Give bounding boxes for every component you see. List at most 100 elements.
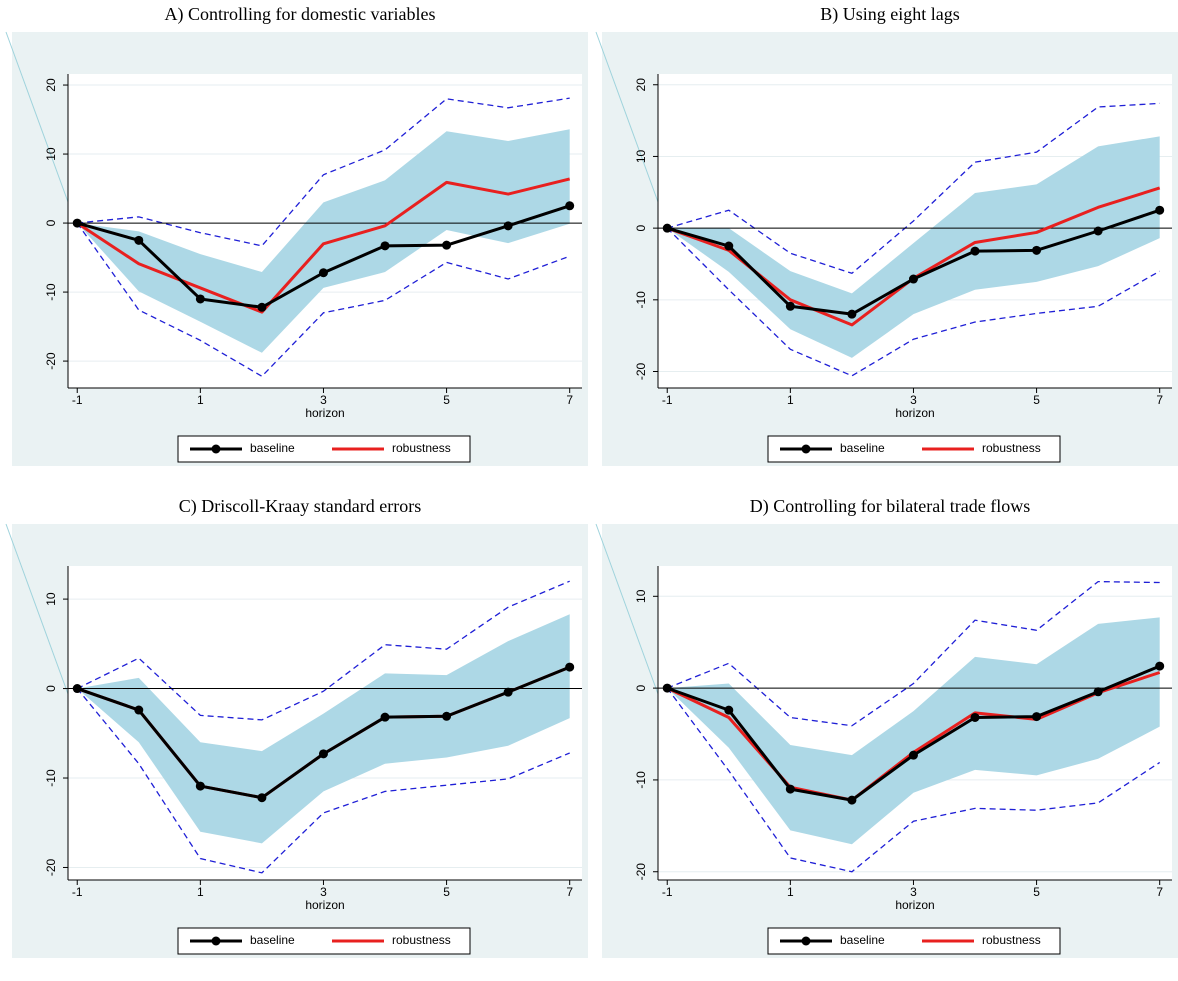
x-tick-label: 1: [787, 885, 794, 899]
series-marker: [318, 268, 328, 278]
series-marker: [970, 246, 980, 256]
y-tick-label: 20: [634, 78, 648, 92]
x-tick-label: 1: [197, 885, 204, 899]
bound-line: [667, 102, 1160, 275]
x-tick-label: 7: [566, 885, 573, 899]
y-tick-label: -10: [44, 769, 58, 787]
x-tick-label: 7: [566, 393, 573, 407]
series-marker: [785, 301, 795, 311]
x-tick-label: 7: [1156, 885, 1163, 899]
x-tick-label: 5: [443, 885, 450, 899]
legend-label: robustness: [392, 441, 451, 455]
series-marker: [565, 201, 575, 211]
panel: -20 -10 0 10 -1 1 3 5 7 horizon baseline robustness: [5, 523, 588, 958]
panel: -20 -10 0 10 20 -1 1 3 5 7 horizon baseline robustne…: [595, 31, 1178, 466]
series-marker: [1093, 226, 1103, 236]
y-tick-label: 20: [44, 78, 58, 92]
x-axis-title: horizon: [895, 898, 934, 912]
series-marker: [785, 784, 795, 794]
panel-title: D) Controlling for bilateral trade flows: [750, 496, 1030, 517]
x-tick-label: 1: [787, 393, 794, 407]
series-marker: [847, 795, 857, 805]
series-marker: [195, 294, 205, 304]
y-tick-label: 0: [44, 219, 58, 226]
series-marker: [380, 241, 390, 251]
series-marker: [1093, 687, 1103, 697]
x-tick-label: 3: [910, 393, 917, 407]
y-tick-label: 0: [634, 224, 648, 231]
bound-line: [666, 580, 1160, 727]
series-marker: [1032, 712, 1042, 722]
panel-title: B) Using eight lags: [820, 4, 960, 25]
y-tick-label: -10: [634, 291, 648, 309]
series-marker: [134, 705, 144, 715]
y-tick-label: 0: [44, 685, 58, 692]
series-marker: [662, 223, 672, 233]
series-marker: [134, 235, 144, 245]
x-tick-label: 1: [197, 393, 204, 407]
panel-title: A) Controlling for domestic variables: [165, 4, 436, 25]
x-tick-label: 3: [320, 885, 327, 899]
series-marker: [257, 793, 267, 803]
legend-label: robustness: [982, 933, 1041, 947]
series-marker: [847, 309, 857, 319]
x-tick-label: 5: [443, 393, 450, 407]
bound-line: [77, 97, 570, 247]
panel: -20 -10 0 10 20 -1 1 3 5 7 horizon baseline robustne…: [5, 31, 588, 466]
series-marker: [565, 662, 575, 672]
series-marker: [503, 687, 513, 697]
legend-label: baseline: [250, 933, 295, 947]
legend-marker: [801, 444, 811, 454]
y-tick-label: -10: [44, 283, 58, 301]
series-marker: [724, 705, 734, 715]
x-tick-label: 5: [1033, 885, 1040, 899]
x-axis-title: horizon: [895, 406, 934, 420]
series-marker: [257, 302, 267, 312]
x-tick-label: -1: [662, 393, 673, 407]
y-tick-label: 0: [634, 684, 648, 691]
series-marker: [195, 781, 205, 791]
bound-line: [666, 227, 1161, 377]
y-tick-label: 10: [634, 149, 648, 163]
series-marker: [380, 712, 390, 722]
series-marker: [503, 221, 513, 231]
legend-label: baseline: [840, 441, 885, 455]
decoration: [5, 31, 69, 203]
y-tick-label: 10: [44, 592, 58, 606]
panel-title: C) Driscoll-Kraay standard errors: [179, 496, 421, 517]
series-marker: [72, 684, 82, 694]
bound-line: [666, 687, 1161, 873]
x-tick-label: -1: [662, 885, 673, 899]
x-tick-label: -1: [72, 885, 83, 899]
series-marker: [908, 274, 918, 284]
series-line: [76, 177, 571, 314]
decoration: [5, 523, 69, 695]
series-marker: [970, 712, 980, 722]
y-tick-label: -20: [634, 863, 648, 881]
x-axis-title: horizon: [305, 406, 344, 420]
y-tick-label: 10: [44, 147, 58, 161]
series-marker: [442, 240, 452, 250]
x-tick-label: 3: [910, 885, 917, 899]
series-marker: [1155, 661, 1165, 671]
x-tick-label: -1: [72, 393, 83, 407]
decoration: [595, 31, 659, 203]
y-tick-label: -20: [44, 352, 58, 370]
legend-label: baseline: [840, 933, 885, 947]
legend-label: baseline: [250, 441, 295, 455]
series-marker: [1155, 205, 1165, 215]
legend-marker: [801, 936, 811, 946]
x-axis-title: horizon: [305, 898, 344, 912]
series-marker: [442, 711, 452, 721]
bound-line: [76, 688, 570, 874]
x-tick-label: 5: [1033, 393, 1040, 407]
bound-line: [76, 580, 570, 721]
legend-marker: [211, 936, 221, 946]
series-marker: [1032, 245, 1042, 255]
y-tick-label: -20: [44, 858, 58, 876]
series-marker: [662, 683, 672, 693]
series-marker: [908, 750, 918, 760]
legend-label: robustness: [982, 441, 1041, 455]
panel: -20 -10 0 10 -1 1 3 5 7 horizon baseline robustness: [595, 523, 1178, 958]
